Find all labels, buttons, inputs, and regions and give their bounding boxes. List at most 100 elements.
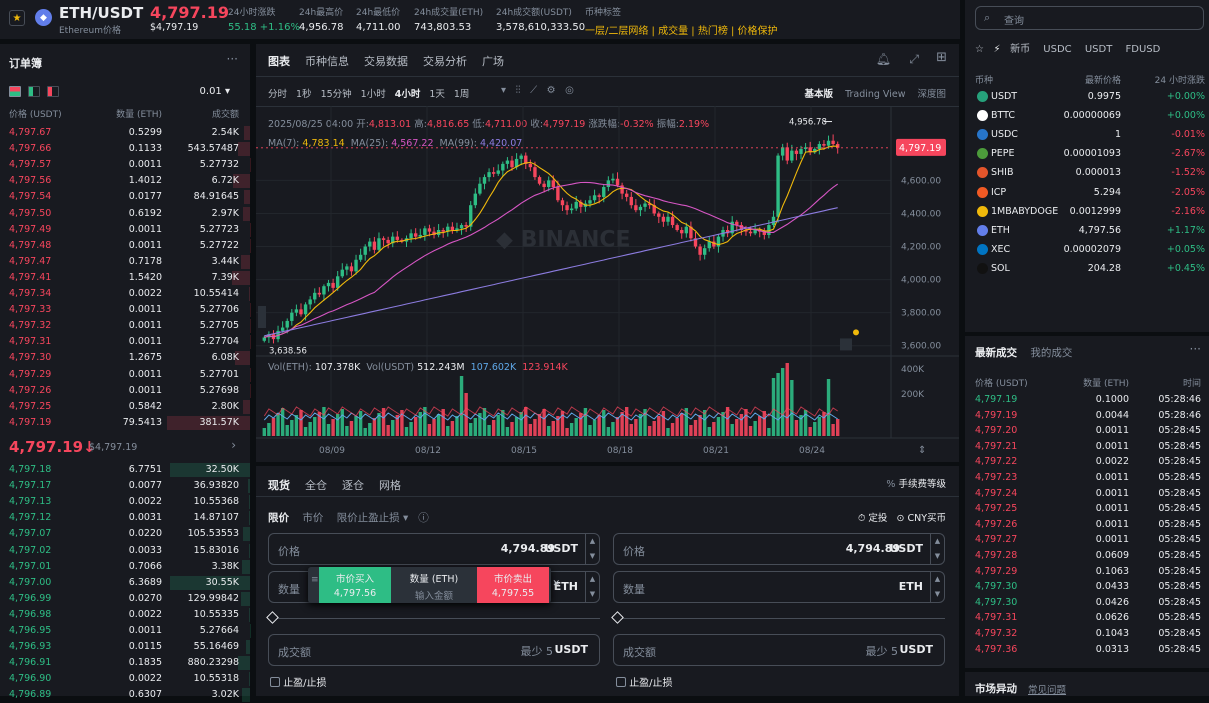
market-sell-button[interactable]: 市价卖出 4,797.55 [477,567,549,603]
chart-view-1[interactable]: Trading View [845,89,906,100]
collapse-handle[interactable] [258,306,266,328]
trade-tab-0[interactable]: 现货 [268,479,290,492]
bids-only-icon[interactable] [28,86,40,97]
tick-size-select[interactable]: 0.01 ▾ [199,86,230,97]
orderbook-row[interactable]: 4,797.29 0.0011 5.27701 [9,367,250,382]
chart-tab-3[interactable]: 交易分析 [423,55,467,68]
orderbook-row[interactable]: 4,797.19 79.5413 381.57K [0,415,250,431]
chart-view-2[interactable]: 深度图 [917,89,946,100]
more-icon[interactable]: ··· [1189,342,1201,356]
orderbook-row[interactable]: 4,797.12 0.0031 14.87107 [9,511,250,526]
buy-price-input[interactable]: 价格 4,794.89 USDT ▲ ▼ [268,533,600,565]
sell-tpsl-checkbox[interactable]: 止盈/止损 [616,674,673,689]
orderbook-row[interactable]: 4,797.34 0.0022 10.55414 [9,287,250,301]
favorite-star-icon[interactable]: ★ [9,10,25,26]
chart-tab-1[interactable]: 币种信息 [305,55,349,68]
orderbook-row[interactable]: 4,797.48 0.0011 5.27722 [9,238,250,253]
market-row[interactable]: 1MBABYDOGE 0.0012999 -2.16% [965,203,1209,222]
trade-tab-1[interactable]: 全仓 [305,479,327,492]
interval-6[interactable]: 1周 [453,89,470,100]
cny-buy-link[interactable]: ⊙ CNY买币 [896,513,946,524]
candlestick-chart[interactable]: 4,600.00 4,400.00 4,200.00 4,000.00 3,800.00… [256,106,959,462]
price-stepper[interactable]: ▲ ▼ [585,534,599,564]
orderbook-row[interactable]: 4,797.67 0.5299 2.54K [0,125,250,141]
orderbook-row[interactable]: 4,797.33 0.0011 5.27706 [9,303,250,318]
zone-icon[interactable]: ⚡ [993,44,1001,55]
orderbook-row[interactable]: 4,797.18 6.7751 32.50K [0,462,250,478]
buy-total-input[interactable]: 成交额 最少 5 USDT [268,634,600,666]
drag-handle-icon[interactable]: ≡ [311,575,319,585]
buy-slider-handle[interactable] [266,611,279,624]
more-icon[interactable]: ··· [226,52,238,66]
orderbook-row[interactable]: 4,797.00 6.3689 30.55K [0,575,250,591]
faq-link[interactable]: 常见问题 [1028,685,1067,696]
chevron-right-icon[interactable]: › [231,438,236,452]
symbol-name[interactable]: ETH/USDT [59,4,144,22]
orderbook-row[interactable]: 4,797.31 0.0011 5.27704 [9,335,250,350]
fee-level-link[interactable]: % 手续费等级 [886,479,946,490]
chart-tab-4[interactable]: 广场 [482,55,504,68]
qty-stepper[interactable]: ▲ ▼ [585,572,599,602]
orderbook-row[interactable]: 4,797.49 0.0011 5.27723 [9,222,250,237]
market-row[interactable]: USDC 1 -0.01% [965,126,1209,145]
tab-new-coins[interactable]: 新币 [1010,44,1031,55]
orderbook-row[interactable]: 4,797.57 0.0011 5.27732 [9,158,250,173]
tab-latest-trades[interactable]: 最新成交 [975,347,1017,359]
orderbook-row[interactable]: 4,796.91 0.1835 880.23298 [0,655,250,671]
order-type-market[interactable]: 市价 [302,512,324,524]
close-popup-icon[interactable]: ✕ [552,579,560,589]
expand-icon[interactable]: ⤢ [909,52,919,66]
market-row[interactable]: SOL 204.28 +0.45% [965,260,1209,279]
alert-dot-icon[interactable] [853,329,859,336]
sell-price-input[interactable]: 价格 4,794.89 USDT ▲ ▼ [613,533,945,565]
orderbook-row[interactable]: 4,797.02 0.0033 15.83016 [0,543,250,559]
market-row[interactable]: XEC 0.00002079 +0.05% [965,241,1209,260]
orderbook-row[interactable]: 4,797.32 0.0011 5.27705 [9,319,250,334]
both-side-icon[interactable] [9,86,21,97]
orderbook-row[interactable]: 4,797.01 0.7066 3.38K [0,559,250,575]
buy-tpsl-checkbox[interactable]: 止盈/止损 [270,674,327,689]
orderbook-row[interactable]: 4,796.99 0.0270 129.99842 [0,591,250,607]
market-row[interactable]: ICP 5.294 -2.05% [965,184,1209,203]
sell-total-input[interactable]: 成交额 最少 5 USDT [613,634,945,666]
orderbook-row[interactable]: 4,797.17 0.0077 36.93820 [0,478,250,494]
sell-qty-stepper[interactable]: ▲ ▼ [930,572,944,602]
interval-4[interactable]: 4小时 [394,89,421,100]
market-buy-button[interactable]: 市价买入 4,797.56 [319,567,391,603]
market-row[interactable]: BTTC 0.00000069 +0.00% [965,107,1209,126]
order-type-stop-limit[interactable]: 限价止盈止损 [336,512,400,524]
interval-1[interactable]: 1秒 [296,89,312,100]
orderbook-row[interactable]: 4,797.41 1.5420 7.39K [0,270,250,286]
market-row[interactable]: USDT 0.9975 +0.00% [965,88,1209,107]
bell-icon[interactable]: 🔔︎ [875,52,891,66]
order-type-limit[interactable]: 限价 [268,512,289,524]
orderbook-row[interactable]: 4,797.25 0.5842 2.80K [0,399,250,415]
orderbook-row[interactable]: 4,797.07 0.0220 105.53553 [0,526,250,542]
stat-value[interactable]: 一层/二层网络 | 成交量 | 热门榜 | 价格保护 [585,26,778,37]
orderbook-row[interactable]: 4,796.93 0.0115 55.16469 [0,639,250,655]
asks-only-icon[interactable] [47,86,59,97]
chart-tab-2[interactable]: 交易数据 [364,55,408,68]
orderbook-row[interactable]: 4,797.66 0.1133 543.57487 [0,141,250,157]
interval-0[interactable]: 分时 [268,89,288,100]
favorites-star-icon[interactable]: ☆ [975,44,984,55]
orderbook-row[interactable]: 4,797.30 1.2675 6.08K [0,350,250,366]
market-row[interactable]: PEPE 0.00001093 -2.67% [965,145,1209,164]
chart-tools-icons[interactable]: ▾ ⫶⫶ ⟋ ⚙ ◎ [501,85,574,96]
trade-tab-3[interactable]: 网格 [379,479,401,492]
orderbook-row[interactable]: 4,797.13 0.0022 10.55368 [9,495,250,510]
search-input[interactable]: ⌕ 查询 [975,6,1204,30]
orderbook-row[interactable]: 4,796.95 0.0011 5.27664 [9,624,250,638]
tab-usdc[interactable]: USDC [1043,44,1072,55]
interval-2[interactable]: 15分钟 [320,89,352,100]
orderbook-row[interactable]: 4,796.89 0.6307 3.02K [0,687,250,703]
interval-3[interactable]: 1小时 [360,89,386,100]
drawing-tool-icon[interactable] [840,338,852,351]
orderbook-row[interactable]: 4,797.54 0.0177 84.91645 [0,189,250,205]
trade-tab-2[interactable]: 逐仓 [342,479,364,492]
chart-view-0[interactable]: 基本版 [804,89,834,100]
chart-tab-0[interactable]: 图表 [268,55,290,68]
symbol-subtitle[interactable]: Ethereum价格 [59,26,121,36]
tab-usdt[interactable]: USDT [1084,44,1113,55]
orderbook-row[interactable]: 4,797.56 1.4012 6.72K [0,173,250,189]
